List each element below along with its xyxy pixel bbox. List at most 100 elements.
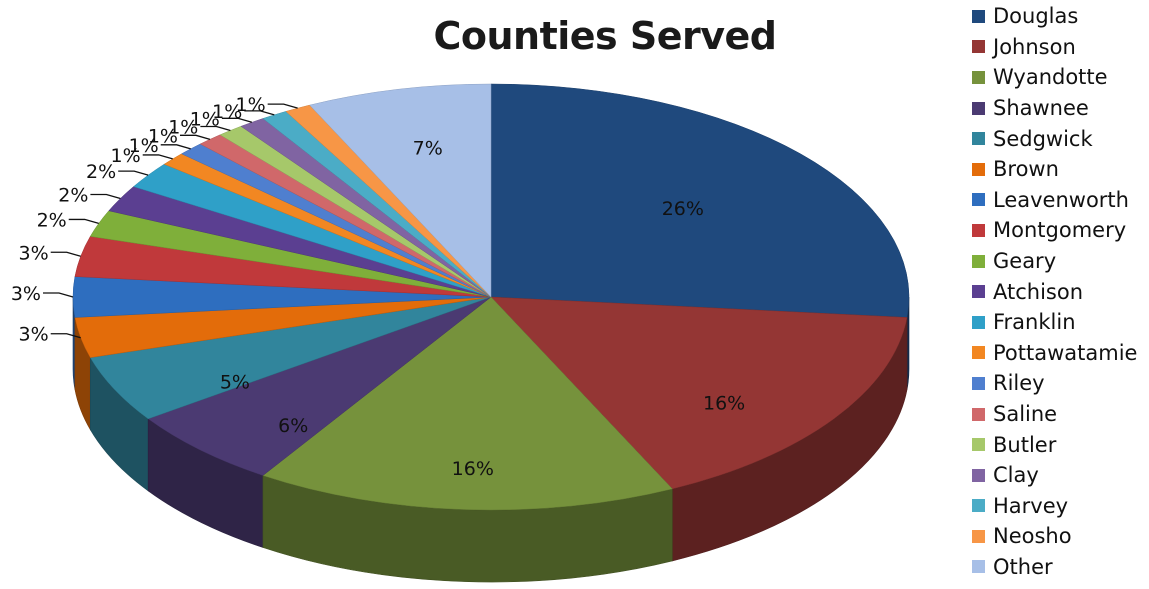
leader-line-riley xyxy=(160,144,191,150)
legend-swatch xyxy=(972,346,985,360)
legend-item-atchison: Atchison xyxy=(972,276,1149,307)
legend-label: Saline xyxy=(993,402,1058,427)
legend-item-riley: Riley xyxy=(972,368,1149,399)
data-label-franklin: 2% xyxy=(86,161,116,183)
legend-item-shawnee: Shawnee xyxy=(972,93,1149,124)
legend-item-franklin: Franklin xyxy=(972,307,1149,338)
legend-item-pottawatamie: Pottawatamie xyxy=(972,338,1149,369)
legend-swatch xyxy=(972,499,985,513)
legend-item-geary: Geary xyxy=(972,246,1149,277)
leader-line-harvey xyxy=(244,110,275,116)
leader-line-montgomery xyxy=(50,251,81,257)
leader-line-pottawatamie xyxy=(142,154,173,160)
leader-line-neosho xyxy=(267,103,298,109)
data-label-atchison: 2% xyxy=(58,184,88,206)
legend-swatch xyxy=(972,285,985,299)
leader-line-saline xyxy=(179,134,211,140)
data-label-other: 7% xyxy=(413,137,443,159)
data-label-brown: 3% xyxy=(19,324,49,346)
data-label-johnson: 16% xyxy=(703,393,745,415)
legend-item-johnson: Johnson xyxy=(972,32,1149,63)
leader-line-atchison xyxy=(90,193,121,200)
pie-data-labels: 26%16%16%6%5%3%3%3%2%2%2%1%1%1%1%1%1%1%7… xyxy=(11,94,745,480)
data-label-clay: 1% xyxy=(190,108,220,130)
legend-item-butler: Butler xyxy=(972,429,1149,460)
legend-item-brown: Brown xyxy=(972,154,1149,185)
legend-label: Sedgwick xyxy=(993,126,1093,151)
legend-swatch xyxy=(972,438,985,452)
legend-label: Neosho xyxy=(993,524,1072,549)
legend-label: Shawnee xyxy=(993,96,1089,121)
leader-line-franklin xyxy=(118,170,149,176)
data-label-douglas: 26% xyxy=(662,198,704,220)
legend-label: Other xyxy=(993,554,1053,579)
leader-line-geary xyxy=(68,218,99,225)
data-label-pottawatamie: 1% xyxy=(111,145,141,167)
legend-item-leavenworth: Leavenworth xyxy=(972,185,1149,216)
data-label-montgomery: 3% xyxy=(19,242,49,264)
legend-item-wyandotte: Wyandotte xyxy=(972,62,1149,93)
legend-label: Montgomery xyxy=(993,218,1127,243)
legend-swatch xyxy=(972,529,985,543)
chart-legend: Douglas Johnson Wyandotte Shawnee Sedgwick Br… xyxy=(972,1,1149,582)
legend-swatch xyxy=(972,468,985,482)
legend-label: Franklin xyxy=(993,310,1076,335)
data-label-neosho: 1% xyxy=(236,94,266,116)
leader-line-brown xyxy=(50,333,81,339)
data-label-geary: 2% xyxy=(37,209,67,231)
legend-item-saline: Saline xyxy=(972,399,1149,430)
pie-slice-johnson xyxy=(490,296,908,490)
legend-label: Geary xyxy=(993,249,1057,274)
legend-label: Douglas xyxy=(993,4,1079,29)
data-label-sedgwick: 5% xyxy=(220,372,250,394)
pie-slice-shawnee xyxy=(147,296,492,476)
leader-line-butler xyxy=(200,125,231,132)
legend-item-neosho: Neosho xyxy=(972,521,1149,552)
pie-slice-wyandotte xyxy=(262,296,673,511)
legend-swatch xyxy=(972,9,985,23)
legend-item-other: Other xyxy=(972,552,1149,583)
legend-swatch xyxy=(972,132,985,146)
legend-label: Leavenworth xyxy=(993,187,1129,212)
leader-line-clay xyxy=(221,117,253,123)
legend-swatch xyxy=(972,407,985,421)
legend-label: Riley xyxy=(993,371,1045,396)
legend-item-harvey: Harvey xyxy=(972,491,1149,522)
legend-label: Brown xyxy=(993,157,1059,182)
legend-swatch xyxy=(972,560,985,574)
legend-swatch xyxy=(972,223,985,237)
pie-sides xyxy=(72,296,910,583)
data-label-saline: 1% xyxy=(148,125,178,147)
data-label-harvey: 1% xyxy=(212,101,242,123)
legend-swatch xyxy=(972,101,985,115)
legend-label: Pottawatamie xyxy=(993,340,1138,365)
data-label-wyandotte: 16% xyxy=(452,458,494,480)
leader-line-leavenworth xyxy=(43,292,74,298)
legend-label: Johnson xyxy=(993,34,1076,59)
legend-label: Butler xyxy=(993,432,1057,457)
chart-title: Counties Served xyxy=(433,14,777,58)
legend-label: Harvey xyxy=(993,493,1069,518)
legend-swatch xyxy=(972,315,985,329)
legend-swatch xyxy=(972,376,985,390)
legend-swatch xyxy=(972,70,985,84)
legend-label: Wyandotte xyxy=(993,65,1108,90)
legend-item-montgomery: Montgomery xyxy=(972,215,1149,246)
legend-item-sedgwick: Sedgwick xyxy=(972,123,1149,154)
legend-swatch xyxy=(972,40,985,54)
legend-label: Clay xyxy=(993,463,1039,488)
data-label-riley: 1% xyxy=(129,135,159,157)
pie-slice-other xyxy=(309,83,492,298)
pie-slices xyxy=(72,83,910,511)
legend-label: Atchison xyxy=(993,279,1084,304)
legend-swatch xyxy=(972,193,985,207)
legend-item-douglas: Douglas xyxy=(972,1,1149,32)
legend-swatch xyxy=(972,162,985,176)
data-label-butler: 1% xyxy=(168,116,198,138)
legend-item-clay: Clay xyxy=(972,460,1149,491)
data-label-leavenworth: 3% xyxy=(11,283,41,305)
legend-swatch xyxy=(972,254,985,268)
data-label-shawnee: 6% xyxy=(278,415,308,437)
